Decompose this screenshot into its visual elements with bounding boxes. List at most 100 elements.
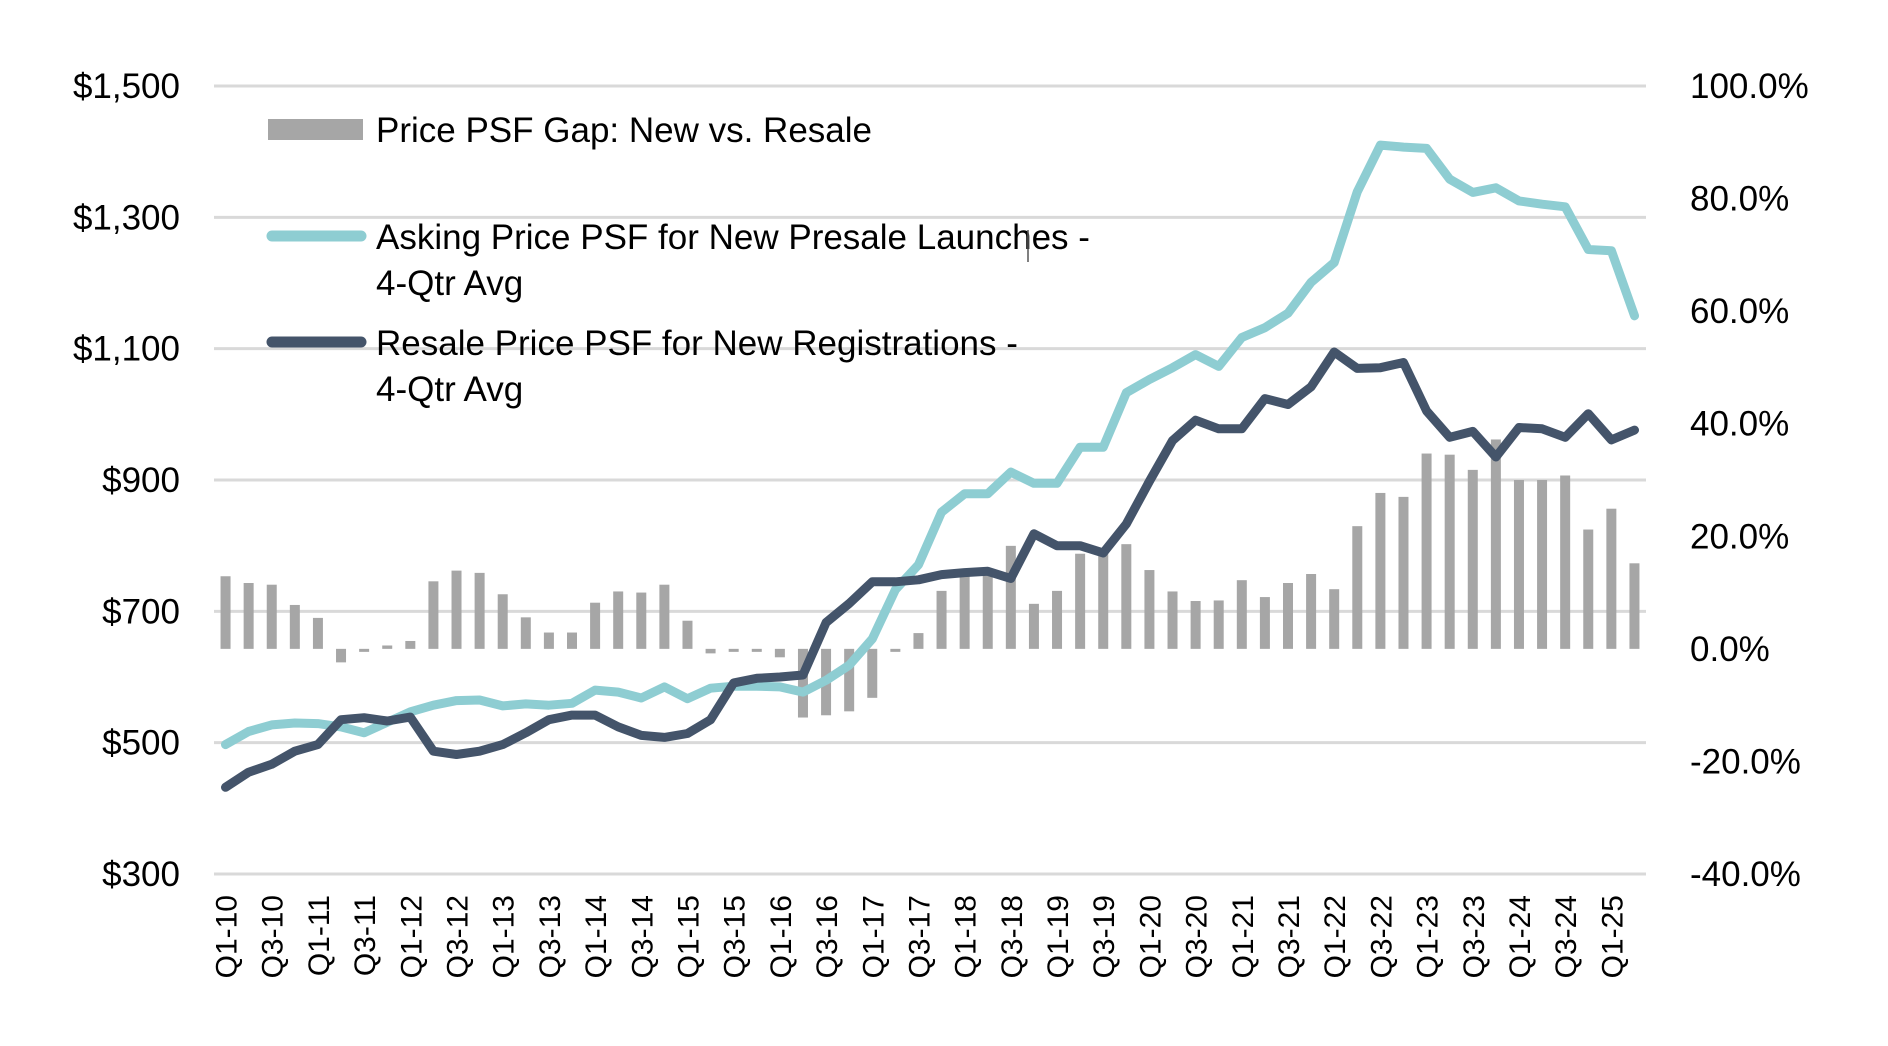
gap-bar xyxy=(474,572,485,649)
gap-bar xyxy=(959,569,970,649)
gap-bar xyxy=(1375,492,1386,649)
x-tick-label: Q1-18 xyxy=(950,895,983,978)
gap-bar xyxy=(336,648,347,663)
x-tick-label: Q3-21 xyxy=(1273,895,1306,978)
gap-bar xyxy=(359,648,370,652)
left-tick-label: $900 xyxy=(102,461,180,500)
gap-bar xyxy=(567,632,577,649)
gap-bar xyxy=(982,570,993,649)
gap-bar xyxy=(1583,529,1594,649)
gap-bar xyxy=(1052,590,1063,649)
x-tick-label: Q1-17 xyxy=(857,895,890,978)
left-tick-label: $300 xyxy=(102,855,180,894)
legend-label-asking-line2: 4-Qtr Avg xyxy=(376,264,523,303)
x-tick-label: Q3-11 xyxy=(349,895,382,976)
x-axis: Q1-10 Q3-10 Q1-11 Q3-11 Q1-12 Q3-12 Q1-13 Q3-13… xyxy=(211,895,1630,978)
gap-bar xyxy=(382,645,393,649)
gap-bar xyxy=(451,570,462,649)
gap-bar xyxy=(1121,544,1132,649)
gap-bar xyxy=(312,617,323,649)
x-tick-label: Q3-10 xyxy=(257,895,290,978)
left-tick-label: $700 xyxy=(102,592,180,631)
gap-bar xyxy=(1098,550,1109,649)
x-tick-label: Q1-14 xyxy=(580,895,613,978)
gap-bar xyxy=(1421,453,1432,649)
gap-bar xyxy=(913,633,924,649)
right-axis: -40.0% -20.0% 0.0% 20.0% 40.0% 60.0% 80.0% 100.… xyxy=(1690,67,1809,894)
gap-bar xyxy=(844,648,855,712)
x-tick-label: Q1-15 xyxy=(672,895,705,978)
x-tick-label: Q1-22 xyxy=(1319,895,1352,978)
legend-label-resale-line1: Resale Price PSF for New Registrations - xyxy=(376,324,1018,363)
x-tick-label: Q3-20 xyxy=(1181,895,1214,978)
left-tick-label: $1,100 xyxy=(73,330,180,369)
gap-bar xyxy=(220,576,231,649)
gap-bar xyxy=(1444,454,1455,649)
x-tick-label: Q1-20 xyxy=(1134,895,1167,978)
x-tick-label: Q3-23 xyxy=(1458,895,1491,978)
resale-price-line xyxy=(221,347,1639,792)
x-tick-label: Q3-17 xyxy=(903,895,936,978)
x-tick-label: Q1-23 xyxy=(1412,895,1445,978)
gap-bar xyxy=(1283,583,1293,649)
x-tick-label: Q3-13 xyxy=(534,895,567,978)
legend-label-gap: Price PSF Gap: New vs. Resale xyxy=(376,111,872,150)
x-tick-label: Q1-19 xyxy=(1042,895,1075,978)
left-tick-label: $500 xyxy=(102,724,180,763)
x-tick-label: Q1-21 xyxy=(1227,895,1260,978)
gap-bar xyxy=(867,648,878,698)
gap-bar xyxy=(1606,508,1617,649)
right-tick-label: -40.0% xyxy=(1690,855,1801,894)
x-tick-label: Q1-24 xyxy=(1504,895,1537,978)
gap-bar xyxy=(890,648,901,652)
right-tick-label: 20.0% xyxy=(1690,517,1789,556)
gap-bar xyxy=(936,590,947,649)
gap-bar xyxy=(1167,591,1178,649)
gap-bar xyxy=(543,632,554,649)
left-tick-label: $1,500 xyxy=(73,67,180,106)
gap-bars xyxy=(220,439,1640,718)
x-tick-label: Q1-25 xyxy=(1596,895,1629,978)
gap-bar xyxy=(1028,603,1039,649)
left-axis: $300 $500 $700 $900 $1,100 $1,300 $1,500 xyxy=(73,67,180,894)
gap-bar xyxy=(1259,597,1270,649)
gap-bar xyxy=(1560,475,1571,649)
gap-bar xyxy=(728,648,739,652)
x-tick-label: Q1-10 xyxy=(211,895,244,978)
legend-label-resale-line2: 4-Qtr Avg xyxy=(376,370,523,409)
x-tick-label: Q3-15 xyxy=(719,895,752,978)
x-tick-label: Q1-13 xyxy=(488,895,521,978)
gap-bar xyxy=(1005,545,1016,649)
gap-bar xyxy=(1213,600,1224,649)
gap-bar xyxy=(1513,480,1524,649)
legend-swatch-gap-bar xyxy=(268,119,363,140)
x-tick-label: Q1-11 xyxy=(303,895,336,976)
x-tick-label: Q3-16 xyxy=(811,895,844,978)
gap-bar xyxy=(520,617,531,649)
gap-bar xyxy=(1398,496,1409,649)
right-tick-label: 80.0% xyxy=(1690,180,1789,219)
gap-bar xyxy=(289,604,300,649)
gap-bar xyxy=(1629,563,1640,649)
right-tick-label: -20.0% xyxy=(1690,742,1801,781)
gap-bar xyxy=(590,602,601,649)
x-tick-label: Q3-24 xyxy=(1550,895,1583,978)
x-tick-label: Q3-19 xyxy=(1088,895,1121,978)
gap-bar xyxy=(1236,580,1247,649)
gap-bar xyxy=(1075,553,1086,649)
gap-bar xyxy=(636,592,647,649)
right-tick-label: 100.0% xyxy=(1690,67,1809,106)
asking-price-line xyxy=(221,140,1639,750)
gap-bar xyxy=(1329,589,1340,649)
gap-bar xyxy=(428,581,439,649)
gap-bar xyxy=(1467,469,1478,649)
right-tick-label: 0.0% xyxy=(1690,630,1770,669)
x-tick-label: Q3-12 xyxy=(442,895,475,978)
x-tick-label: Q3-18 xyxy=(996,895,1029,978)
gap-bar xyxy=(682,620,693,649)
gap-bar xyxy=(405,640,416,649)
gap-bar xyxy=(497,594,508,649)
gap-bar xyxy=(751,648,762,652)
left-tick-label: $1,300 xyxy=(73,198,180,237)
